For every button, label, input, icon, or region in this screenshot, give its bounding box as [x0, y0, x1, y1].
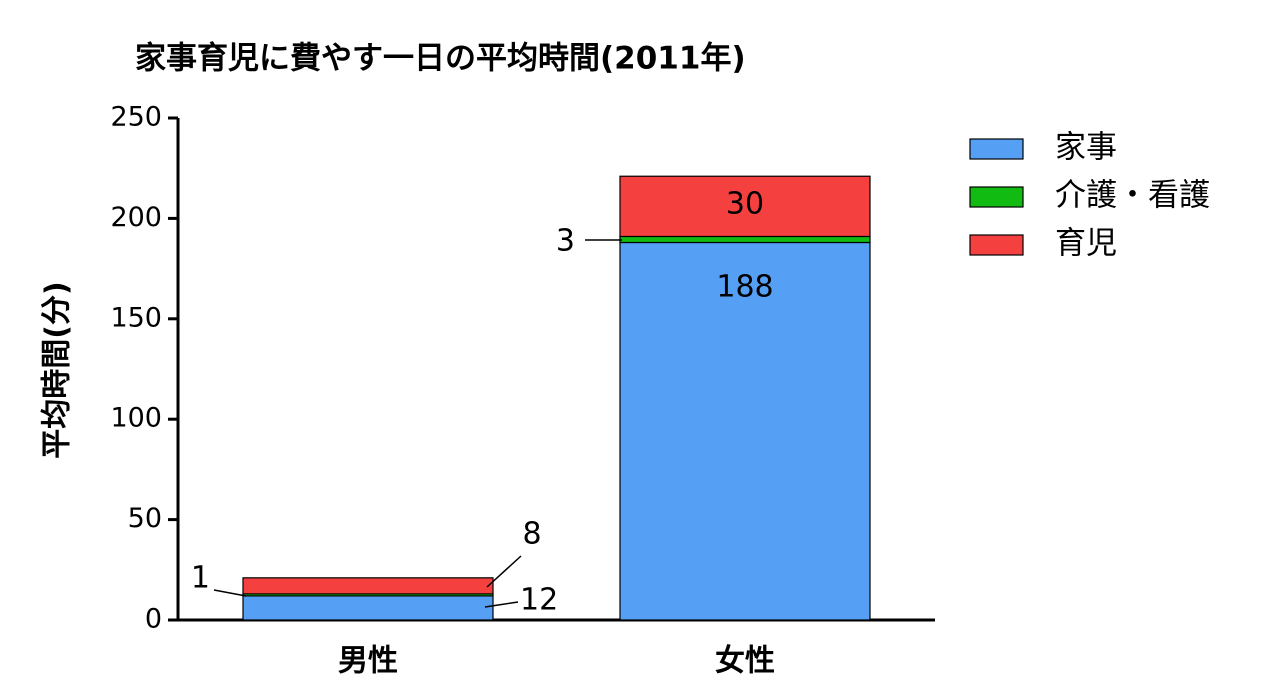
legend-swatch: [969, 234, 1024, 256]
chart-title: 家事育児に費やす一日の平均時間(2011年): [135, 41, 746, 77]
data-label: 30: [726, 187, 764, 222]
data-label: 12: [520, 583, 558, 618]
y-tick-label: 100: [110, 403, 162, 434]
y-tick-label: 250: [110, 102, 162, 133]
legend-label: 介護・看護: [1055, 178, 1210, 214]
data-label: 188: [716, 270, 773, 305]
leader-line: [213, 589, 247, 597]
legend-label: 家事: [1055, 130, 1117, 166]
data-label: 1: [191, 561, 210, 596]
data-label: 8: [522, 517, 541, 552]
bar-segment: [619, 241, 871, 621]
y-tick-label: 0: [145, 604, 162, 635]
legend-label: 育児: [1055, 226, 1117, 262]
x-tick-label: 男性: [338, 644, 398, 679]
y-tick-label: 200: [110, 202, 162, 233]
bar-segment: [242, 595, 494, 621]
y-tick-label: 150: [110, 302, 162, 333]
legend-swatch: [969, 186, 1024, 208]
bar-segment: [242, 577, 494, 595]
leader-line: [486, 555, 522, 588]
bar-segment: [619, 235, 871, 244]
data-label: 3: [556, 224, 575, 259]
y-tick-label: 50: [128, 503, 162, 534]
leader-line: [484, 601, 519, 608]
y-axis-label: 平均時間(分): [40, 281, 75, 458]
x-tick-label: 女性: [715, 644, 775, 679]
legend-swatch: [969, 138, 1024, 160]
bar-segment: [619, 175, 871, 238]
